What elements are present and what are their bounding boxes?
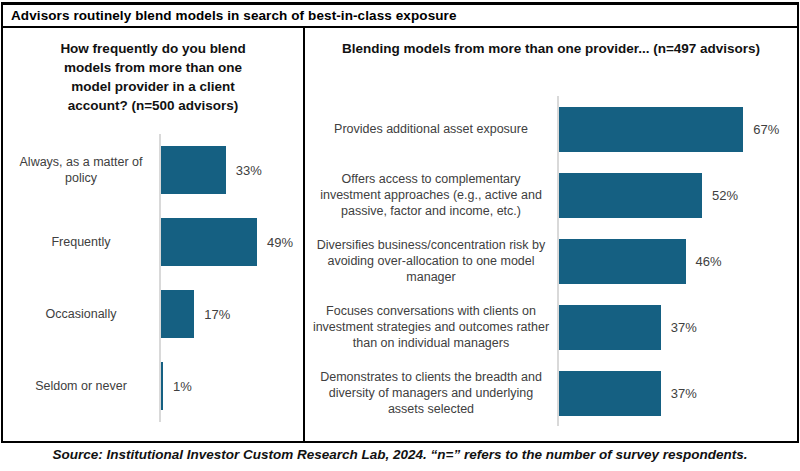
chart-row: Offers access to complementary investmen…: [305, 162, 797, 228]
plot-area: 33%: [159, 134, 303, 206]
chart-row: Provides additional asset exposure 67%: [305, 96, 797, 162]
plot-area: 67%: [557, 96, 797, 162]
value-label: 52%: [712, 188, 738, 203]
chart-row: Seldom or never 1%: [3, 350, 303, 422]
bar: [559, 239, 686, 284]
plot-area: 1%: [159, 350, 303, 422]
category-label: Seldom or never: [3, 378, 159, 394]
bar: [559, 305, 661, 350]
category-label: Frequently: [3, 234, 159, 250]
plot-area: 52%: [557, 162, 797, 228]
value-label: 37%: [671, 320, 697, 335]
value-label: 17%: [204, 307, 230, 322]
value-label: 49%: [267, 235, 293, 250]
category-label: Diversifies business/concentration risk …: [305, 237, 557, 286]
value-label: 33%: [236, 163, 262, 178]
chart-row: Occasionally 17%: [3, 278, 303, 350]
value-label: 1%: [173, 379, 192, 394]
category-label: Demonstrates to clients the breadth and …: [305, 369, 557, 418]
value-label: 67%: [753, 122, 779, 137]
bar: [559, 371, 661, 416]
chart-row: Demonstrates to clients the breadth and …: [305, 360, 797, 426]
right-chart-title: Blending models from more than one provi…: [334, 40, 768, 96]
figure-title-bar: Advisors routinely blend models in searc…: [3, 5, 797, 28]
bar: [161, 290, 194, 338]
left-chart-panel: How frequently do you blend models from …: [3, 28, 305, 441]
plot-area: 46%: [557, 228, 797, 294]
category-label: Offers access to complementary investmen…: [305, 171, 557, 220]
chart-row: Diversifies business/concentration risk …: [305, 228, 797, 294]
value-label: 37%: [671, 386, 697, 401]
right-chart-panel: Blending models from more than one provi…: [305, 28, 797, 441]
chart-row: Frequently 49%: [3, 206, 303, 278]
bar: [559, 107, 743, 152]
chart-row: Always, as a matter of policy 33%: [3, 134, 303, 206]
source-note: Source: Institutional Investor Custom Re…: [0, 447, 800, 462]
plot-area: 37%: [557, 360, 797, 426]
right-chart-rows: Provides additional asset exposure 67% Off…: [305, 96, 797, 426]
chart-row: Focuses conversations with clients on in…: [305, 294, 797, 360]
category-label: Occasionally: [3, 306, 159, 322]
left-chart-rows: Always, as a matter of policy 33% Frequent…: [3, 134, 303, 422]
left-chart-title: How frequently do you blend models from …: [43, 40, 263, 134]
value-label: 46%: [696, 254, 722, 269]
category-label: Provides additional asset exposure: [305, 121, 557, 137]
chart-box: Advisors routinely blend models in searc…: [1, 2, 799, 443]
category-label: Always, as a matter of policy: [3, 154, 159, 187]
bar: [161, 146, 226, 194]
plot-area: 17%: [159, 278, 303, 350]
category-label: Focuses conversations with clients on in…: [305, 303, 557, 352]
figure-title: Advisors routinely blend models in searc…: [11, 8, 457, 23]
plot-area: 37%: [557, 294, 797, 360]
bar: [161, 218, 257, 266]
plot-area: 49%: [159, 206, 303, 278]
bar: [559, 173, 702, 218]
figure: Advisors routinely blend models in searc…: [0, 0, 800, 471]
chart-panels: How frequently do you blend models from …: [3, 28, 797, 441]
bar: [161, 362, 163, 410]
